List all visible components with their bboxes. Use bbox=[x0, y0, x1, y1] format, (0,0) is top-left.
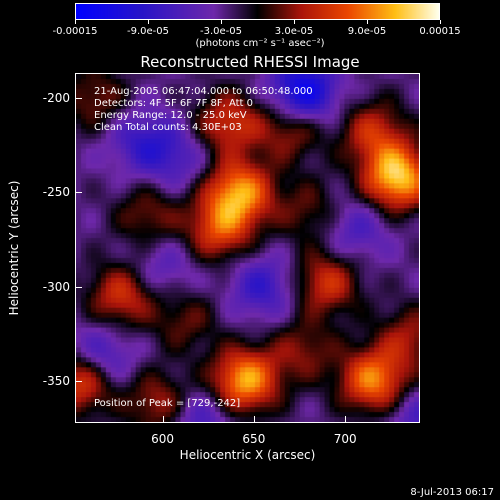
y-tick-label: -250 bbox=[42, 185, 70, 200]
colorbar-tick-label: -0.00015 bbox=[52, 26, 98, 37]
info-energy: Energy Range: 12.0 - 25.0 keV bbox=[94, 110, 247, 121]
colorbar-tick-label: 3.0e-05 bbox=[274, 26, 314, 37]
colorbar-tick bbox=[294, 20, 295, 24]
date-stamp: 8-Jul-2013 06:17 bbox=[410, 487, 494, 498]
y-tick-label: -200 bbox=[42, 90, 70, 105]
colorbar-tick bbox=[148, 20, 149, 24]
x-tick bbox=[162, 416, 164, 423]
y-axis-label: Heliocentric Y (arcsec) bbox=[7, 180, 21, 316]
x-axis-label: Heliocentric X (arcsec) bbox=[179, 448, 316, 462]
y-tick bbox=[75, 192, 82, 194]
x-tick-label: 650 bbox=[242, 432, 266, 446]
heatmap-image bbox=[76, 74, 419, 422]
info-time: 21-Aug-2005 06:47:04.000 to 06:50:48.000 bbox=[94, 86, 313, 97]
y-tick-label: -300 bbox=[42, 279, 70, 294]
colorbar-tick-label: -9.0e-05 bbox=[127, 26, 169, 37]
y-tick-label: -350 bbox=[42, 374, 70, 389]
y-tick bbox=[75, 286, 82, 288]
info-detectors: Detectors: 4F 5F 6F 7F 8F, Att 0 bbox=[94, 98, 254, 109]
colorbar-tick-label: -3.0e-05 bbox=[200, 26, 242, 37]
colorbar-tick-label: 0.00015 bbox=[419, 26, 461, 37]
y-tick bbox=[75, 97, 82, 99]
info-method: Clean Total counts: 4.30E+03 bbox=[94, 122, 242, 133]
colorbar-tick bbox=[221, 20, 222, 24]
colorbar-tick bbox=[367, 20, 368, 24]
x-tick-label: 600 bbox=[151, 432, 175, 446]
colorbar-unit: (photons cm⁻² s⁻¹ asec⁻²) bbox=[195, 38, 325, 49]
x-tick-label: 700 bbox=[333, 432, 357, 446]
colorbar-tick bbox=[440, 20, 441, 24]
peak-position-label: Position of Peak = [729,-242] bbox=[94, 398, 241, 409]
x-tick bbox=[253, 416, 255, 423]
colorbar bbox=[75, 3, 440, 20]
y-tick bbox=[75, 381, 82, 383]
colorbar-gradient bbox=[76, 4, 439, 19]
colorbar-tick-label: 9.0e-05 bbox=[347, 26, 387, 37]
colorbar-tick bbox=[75, 20, 76, 24]
plot-area: 21-Aug-2005 06:47:04.000 to 06:50:48.000… bbox=[75, 73, 420, 423]
chart-title: Reconstructed RHESSI Image bbox=[140, 53, 360, 71]
x-tick bbox=[345, 416, 347, 423]
